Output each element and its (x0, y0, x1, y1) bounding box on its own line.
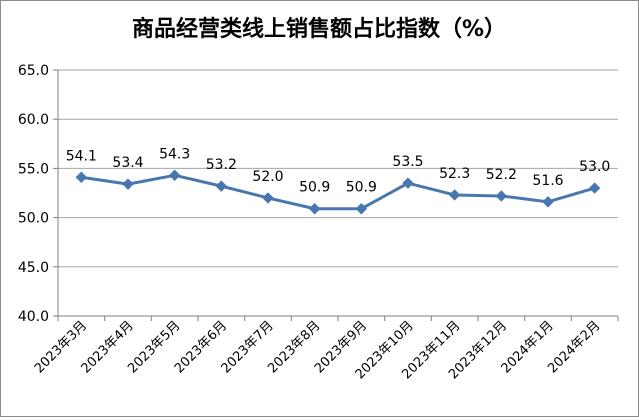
data-point-marker (308, 203, 321, 215)
grid-layer (58, 69, 618, 317)
chart-title: 商品经营类线上销售额占比指数（%） (132, 16, 506, 42)
data-point-marker (542, 196, 554, 208)
data-point-marker (355, 203, 368, 215)
data-label: 50.9 (299, 180, 330, 196)
data-point-marker (122, 178, 134, 190)
data-label: 53.5 (392, 154, 423, 170)
data-label: 50.9 (346, 180, 377, 196)
data-label: 52.0 (252, 169, 283, 185)
y-tick-label: 55.0 (18, 161, 49, 177)
y-tick-label: 40.0 (18, 309, 49, 325)
data-label: 52.3 (439, 166, 470, 182)
y-tick-label: 45.0 (18, 260, 49, 276)
series-layer (75, 169, 601, 215)
data-label: 54.3 (159, 146, 190, 162)
data-label: 53.0 (579, 159, 610, 175)
y-tick-label: 50.0 (18, 211, 49, 227)
data-point-marker (495, 190, 508, 202)
data-label: 52.2 (486, 167, 517, 183)
y-tick-label: 65.0 (18, 63, 49, 79)
data-label: 53.2 (206, 157, 237, 173)
axis-layer: 40.045.050.055.060.065.02023年3月2023年4月20… (18, 63, 619, 382)
data-point-marker (75, 171, 88, 183)
data-point-marker (262, 192, 274, 204)
data-label: 53.4 (112, 155, 143, 171)
data-point-marker (168, 169, 181, 181)
data-label-layer: 54.1 53.4 54.3 53.2 52.0 50.9 50.9 53.5 52.3 52.2… (66, 146, 611, 195)
series-line (81, 173, 596, 211)
data-point-marker (215, 180, 228, 192)
data-point-marker (588, 182, 601, 194)
data-label: 54.1 (66, 148, 97, 164)
data-point-marker (448, 189, 461, 201)
data-label: 51.6 (532, 173, 563, 189)
y-tick-label: 60.0 (18, 112, 49, 128)
data-point-marker (402, 177, 414, 189)
